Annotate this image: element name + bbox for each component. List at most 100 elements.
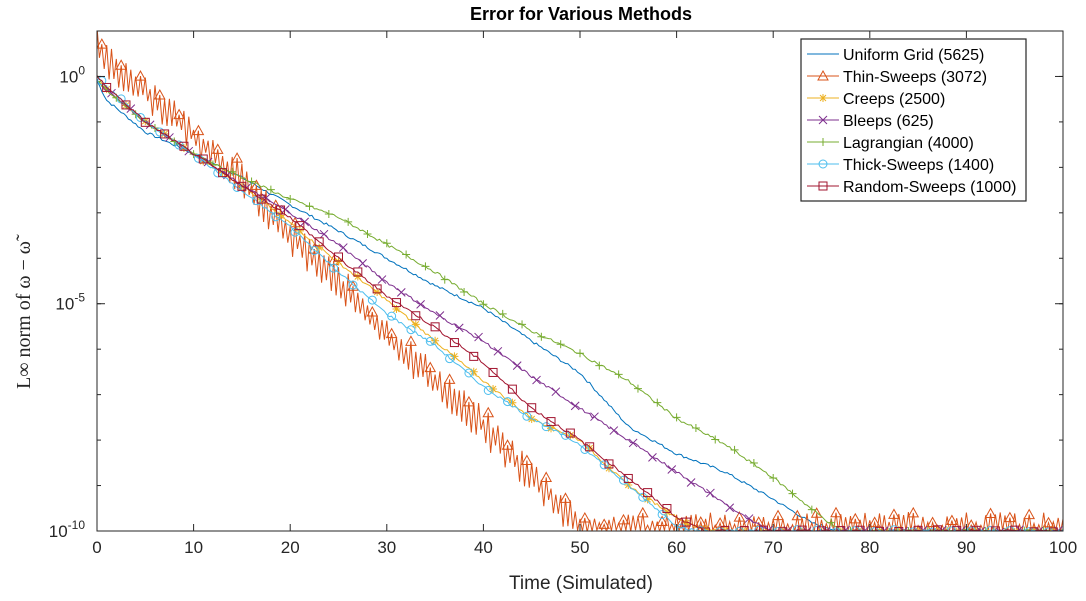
legend-marker [819, 138, 827, 146]
data-point-marker [585, 444, 594, 453]
data-point-marker [812, 525, 822, 531]
data-point-marker [271, 212, 281, 222]
data-point-marker [894, 525, 903, 531]
data-point-marker [116, 94, 126, 104]
data-point-marker [527, 403, 537, 413]
data-point-marker [402, 250, 411, 259]
data-point-marker [701, 527, 711, 531]
data-point-marker [435, 311, 445, 320]
data-point-marker [595, 361, 604, 370]
data-point-marker [1024, 527, 1034, 531]
data-point-marker [445, 354, 455, 364]
data-point-marker [522, 411, 532, 421]
data-point-marker [503, 397, 513, 407]
data-point-marker [334, 252, 343, 262]
data-point-marker [860, 526, 870, 531]
data-point-marker [556, 340, 565, 349]
data-point-marker [411, 311, 421, 321]
data-point-marker [831, 527, 841, 531]
data-point-marker [730, 445, 739, 454]
data-point-marker [672, 413, 681, 422]
data-point-marker [984, 507, 997, 519]
data-point-marker [276, 211, 285, 220]
data-point-marker [507, 384, 517, 394]
data-point-marker [691, 424, 700, 433]
data-point-marker [305, 202, 314, 211]
data-point-marker [711, 435, 720, 444]
data-point-marker [576, 349, 584, 358]
legend-label: Lagrangian (4000) [843, 135, 974, 152]
data-point-marker [295, 226, 304, 235]
data-point-marker [532, 375, 541, 385]
data-point-marker [228, 167, 237, 176]
x-tick-label: 70 [764, 538, 783, 557]
x-axis-label: Time (Simulated) [509, 573, 653, 594]
data-point-marker [926, 516, 939, 528]
data-point-marker [344, 217, 353, 226]
data-point-marker [211, 143, 224, 154]
data-point-marker [347, 280, 359, 291]
data-point-marker [115, 59, 127, 70]
data-point-marker [431, 336, 440, 345]
data-point-marker [483, 385, 493, 395]
data-point-marker [791, 509, 804, 521]
data-point-marker [134, 70, 147, 81]
data-point-marker [482, 406, 495, 418]
legend-label: Creeps (2500) [843, 91, 945, 108]
data-point-marker [315, 243, 324, 252]
data-point-marker [1029, 527, 1039, 531]
data-point-marker [899, 526, 908, 531]
data-point-marker [424, 361, 437, 373]
data-point-marker [604, 459, 614, 469]
data-point-marker [449, 338, 459, 348]
data-point-marker [1011, 527, 1019, 531]
x-tick-label: 80 [860, 538, 879, 557]
data-point-marker [440, 275, 449, 284]
data-point-marker [638, 492, 648, 502]
x-tick-label: 20 [281, 538, 300, 557]
data-point-marker [928, 527, 937, 531]
data-point-marker [976, 526, 986, 531]
data-point-marker [540, 471, 553, 482]
data-point-marker [759, 525, 769, 531]
data-point-marker [269, 199, 282, 210]
x-tick-label: 0 [92, 538, 101, 557]
data-point-marker [888, 508, 900, 519]
data-point-marker [1015, 525, 1024, 531]
data-point-marker [904, 527, 913, 531]
data-point-marker [421, 262, 430, 271]
axis-ticks: 0 10 20 30 40 50 60 70 80 90 100 100 10-5 10-10 [49, 30, 1077, 557]
data-point-marker [609, 426, 619, 435]
data-point-marker [802, 526, 812, 531]
data-point-marker [489, 384, 498, 393]
data-point-marker [155, 127, 165, 137]
data-point-marker [266, 185, 275, 194]
data-point-marker [797, 525, 807, 531]
data-point-marker [720, 525, 730, 531]
data-point-marker [971, 525, 981, 531]
data-point-marker [377, 275, 387, 284]
series-line [97, 31, 1063, 531]
data-point-marker [454, 323, 464, 333]
x-tick-label: 50 [571, 538, 590, 557]
data-point-marker [518, 320, 527, 329]
data-point-marker [416, 299, 425, 309]
legend-marker [819, 94, 827, 102]
data-point-marker [479, 300, 488, 309]
data-point-marker [733, 511, 746, 522]
data-point-marker [363, 229, 372, 238]
data-point-marker [309, 245, 319, 255]
data-point-marker [247, 177, 256, 186]
data-point-marker [788, 489, 797, 498]
data-point-marker [353, 272, 362, 281]
data-point-marker [888, 527, 890, 531]
data-point-marker [450, 352, 459, 361]
series-2 [97, 31, 1063, 531]
data-point-marker [769, 473, 778, 482]
data-point-marker [773, 527, 783, 531]
data-point-marker [855, 525, 865, 531]
data-point-marker [179, 141, 189, 151]
data-point-marker [469, 351, 479, 361]
data-point-marker [463, 395, 475, 407]
data-point-marker [1004, 527, 1006, 531]
